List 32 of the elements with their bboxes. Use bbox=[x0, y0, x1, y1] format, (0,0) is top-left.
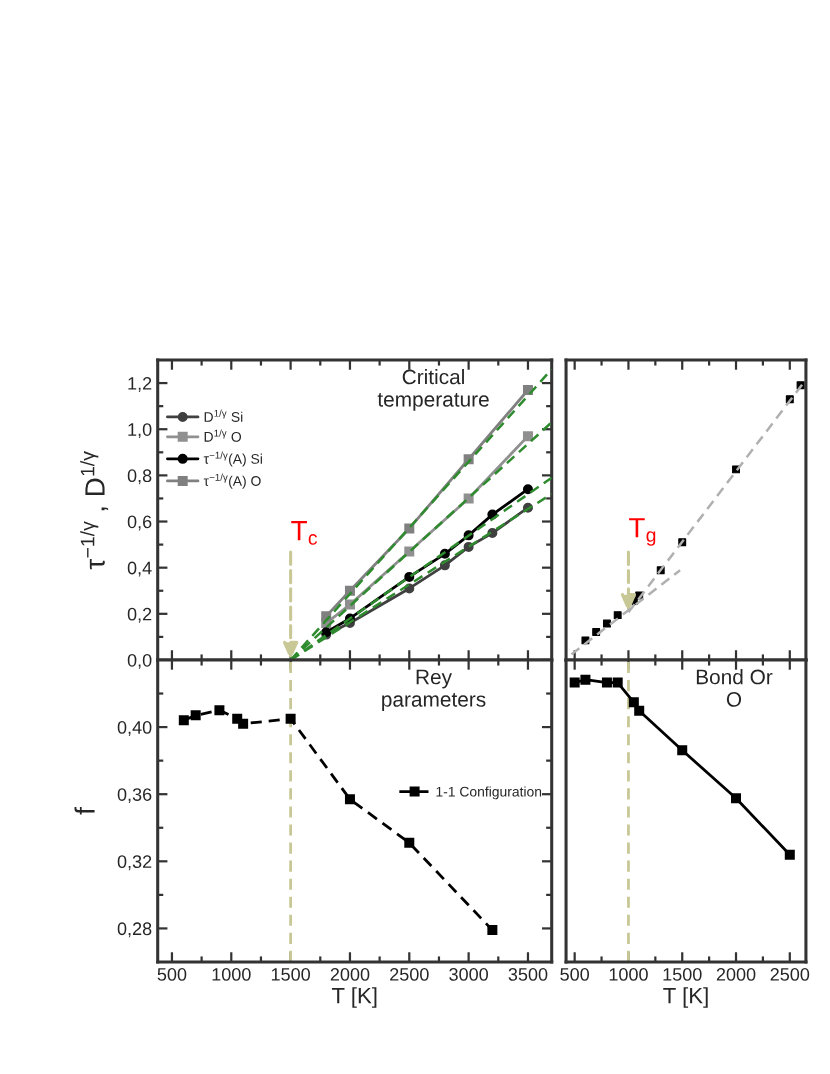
y-tick-label: 0,28 bbox=[117, 922, 152, 938]
x-tick-label: 2500 bbox=[390, 968, 429, 981]
y-tick-label: 1,2 bbox=[128, 377, 152, 392]
x-tick-label: 500 bbox=[560, 968, 590, 981]
y-tick-label: 0,8 bbox=[127, 469, 152, 485]
x-tick-label: 1000 bbox=[609, 968, 648, 981]
annotation: T$_{c}$ bbox=[291, 521, 318, 545]
annotation: Critical temperature bbox=[377, 369, 489, 411]
x-tick-label: 2000 bbox=[330, 968, 370, 981]
y-tick-label: 0,36 bbox=[117, 788, 152, 804]
y-axis-title: τ$^{−1/γ}$ , D$^{1/γ}$ bbox=[80, 451, 109, 570]
x-tick-label: 2500 bbox=[770, 968, 810, 981]
x-axis-title: T [K] bbox=[331, 987, 377, 1008]
annotation: Bond Or O bbox=[696, 669, 773, 707]
x-tick-label: 3000 bbox=[449, 968, 489, 981]
y-tick-label: 1,0 bbox=[128, 423, 152, 439]
x-tick-label: 3500 bbox=[508, 968, 548, 981]
x-tick-label: 1500 bbox=[271, 968, 310, 981]
y-tick-label: 0,4 bbox=[127, 561, 152, 577]
x-axis-title: T [K] bbox=[663, 987, 708, 1008]
x-tick-label: 1500 bbox=[663, 968, 702, 981]
y-axis-title: f bbox=[74, 807, 95, 815]
annotation: Rey parameters bbox=[382, 669, 486, 711]
y-tick-label: 0,2 bbox=[127, 607, 152, 623]
y-tick-label: 0,6 bbox=[127, 515, 152, 531]
annotation: T$_{g}$ bbox=[629, 518, 656, 546]
y-tick-label: 0,32 bbox=[117, 855, 152, 871]
x-tick-label: 1000 bbox=[212, 968, 251, 981]
x-tick-label: 500 bbox=[157, 968, 187, 981]
x-tick-label: 2000 bbox=[716, 968, 756, 981]
y-tick-label: 0,0 bbox=[127, 653, 152, 669]
y-tick-label: 0,40 bbox=[117, 721, 152, 736]
